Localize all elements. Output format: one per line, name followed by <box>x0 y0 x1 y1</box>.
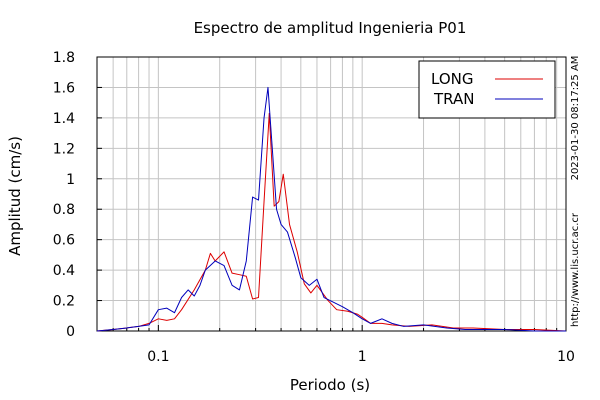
y-tick-label: 1.6 <box>53 80 75 96</box>
y-tick-label: 0.6 <box>53 233 75 249</box>
timestamp-label: 2023-01-30 08:17:25 AM <box>570 56 581 181</box>
plot-frame <box>96 56 567 332</box>
grid <box>96 56 566 332</box>
x-axis-label: Periodo (s) <box>290 376 370 394</box>
y-tick-label: 0 <box>66 324 75 340</box>
legend-label-long: LONG <box>431 70 473 88</box>
series-line-long <box>96 112 567 332</box>
y-tick-label: 1.4 <box>53 111 75 127</box>
series-lines <box>96 86 567 332</box>
y-tick-label: 0.8 <box>53 202 75 218</box>
y-tick-label: 1 <box>66 172 75 188</box>
chart-title: Espectro de amplitud Ingenieria P01 <box>194 19 467 37</box>
y-tick-label: 1.8 <box>53 50 75 66</box>
y-tick-label: 0.4 <box>53 263 75 279</box>
x-tick-label: 1 <box>358 349 367 365</box>
x-tick-label: 0.1 <box>147 349 169 365</box>
y-axis-label: Amplitud (cm/s) <box>6 136 24 256</box>
y-tick-label: 0.2 <box>53 294 75 310</box>
x-tick-label: 10 <box>557 349 575 365</box>
website-label: http://www.lis.ucr.ac.cr <box>570 212 581 327</box>
legend: LONG TRAN <box>418 60 556 119</box>
axis-ticks: 0 0.2 0.4 0.6 0.8 1 1.2 1.4 1.6 1.8 0.1 1 10 <box>53 50 575 365</box>
legend-label-tran: TRAN <box>433 90 474 108</box>
legend-box <box>418 60 556 119</box>
y-tick-label: 1.2 <box>53 141 75 157</box>
series-line-tran <box>96 86 566 332</box>
